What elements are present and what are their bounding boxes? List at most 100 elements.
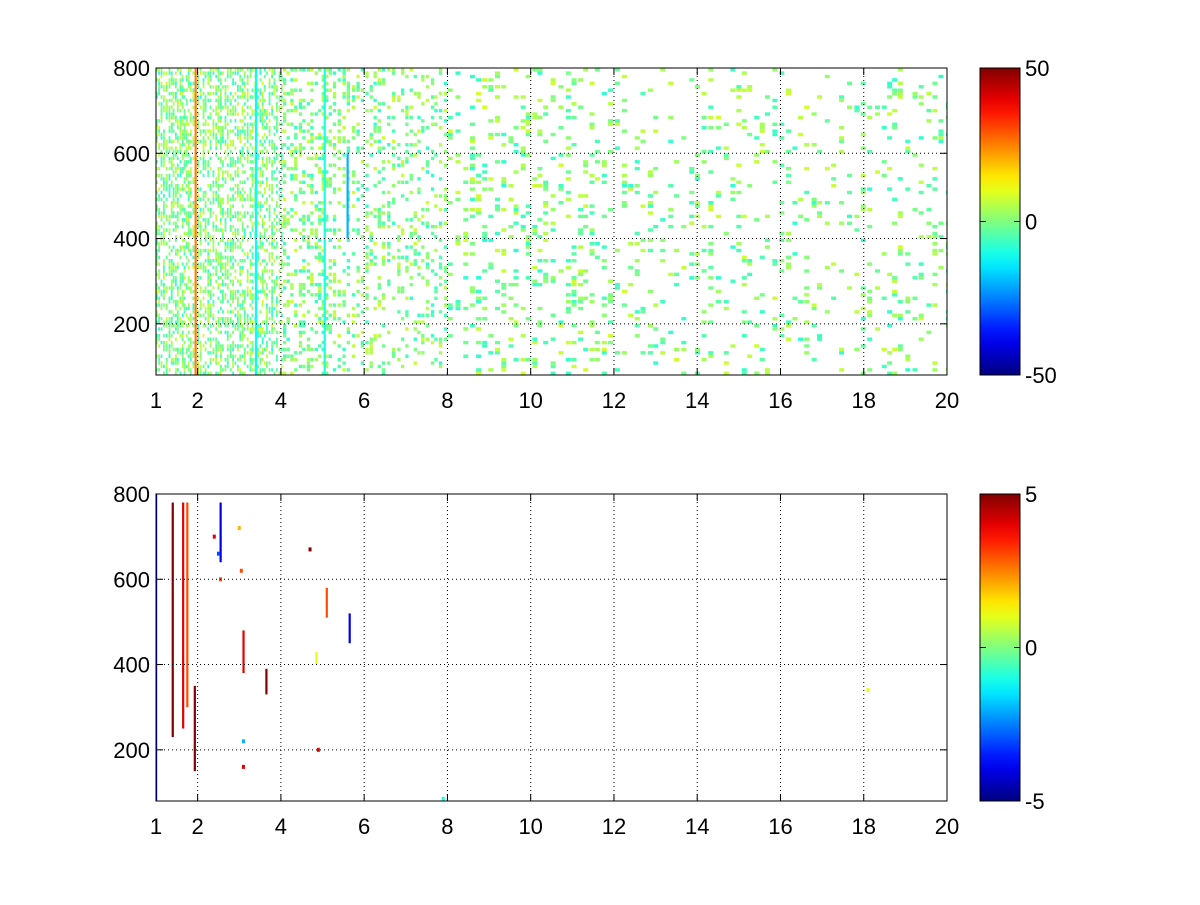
heatmap-cell (192, 204, 195, 208)
heatmap-cell (346, 81, 350, 86)
heatmap-cell (425, 170, 430, 174)
heatmap-cell (215, 68, 218, 72)
heatmap-cell (482, 344, 488, 348)
heatmap-cell (239, 68, 242, 72)
heatmap-cell (187, 245, 190, 249)
heatmap-cell (189, 248, 192, 253)
heatmap-cell (275, 255, 278, 260)
heatmap-cell (172, 323, 175, 328)
heatmap-cell (520, 153, 526, 157)
heatmap-cell (425, 146, 430, 150)
heatmap-cell (302, 218, 306, 222)
heatmap-cell (346, 259, 350, 263)
x-tick-label: 14 (685, 814, 709, 839)
heatmap-cell (373, 306, 377, 311)
heatmap-cell (525, 204, 531, 208)
heatmap-cell (332, 276, 337, 280)
heatmap-cell (332, 310, 337, 314)
heatmap-cell (525, 252, 531, 256)
heatmap-cell (282, 357, 287, 362)
heatmap-cell (207, 313, 210, 318)
heatmap-cell (189, 139, 192, 144)
heatmap-cell (241, 95, 244, 99)
heatmap-cell (162, 132, 165, 137)
heatmap-cell (708, 248, 714, 253)
heatmap-cell (263, 201, 266, 205)
heatmap-cell (608, 334, 614, 338)
heatmap-cell (257, 371, 259, 375)
heatmap-cell (513, 248, 519, 253)
heatmap-cell (172, 122, 175, 126)
heatmap-cell (232, 204, 234, 208)
heatmap-cell (409, 282, 413, 287)
heatmap-cell (174, 323, 177, 328)
heatmap-cell (234, 269, 237, 273)
heatmap-cell (875, 105, 881, 109)
heatmap-cell (356, 146, 360, 150)
heatmap-cell (400, 180, 405, 184)
heatmap-cell (525, 357, 531, 362)
heatmap-cell (170, 279, 173, 283)
heatmap-cell (275, 340, 278, 345)
heatmap-cell (501, 361, 507, 365)
heatmap-cell (839, 136, 845, 140)
heatmap-cell (249, 368, 252, 372)
heatmap-cell (681, 347, 687, 352)
heatmap-streak (193, 685, 196, 772)
heatmap-cell (207, 299, 210, 304)
heatmap-cell (229, 354, 232, 358)
heatmap-cell (558, 85, 564, 89)
heatmap-cell (160, 231, 163, 236)
heatmap-cell (215, 354, 218, 358)
heatmap-cell (494, 119, 500, 123)
heatmap-cell (525, 115, 531, 120)
heatmap-cell (243, 122, 246, 126)
heatmap-cell (430, 187, 435, 191)
heatmap-cell (192, 143, 195, 147)
heatmap-cell (199, 91, 202, 96)
heatmap-cell (226, 129, 229, 133)
heatmap-cell (160, 279, 163, 283)
heatmap-cell (387, 105, 391, 109)
heatmap-cell (224, 262, 227, 266)
heatmap-cell (246, 177, 249, 181)
heatmap-cell (550, 228, 556, 232)
heatmap-cell (185, 241, 188, 246)
heatmap-cell (508, 139, 514, 144)
heatmap-cell (443, 81, 448, 86)
heatmap-cell (282, 180, 287, 184)
heatmap-cell (381, 190, 386, 195)
heatmap-cell (226, 344, 229, 348)
heatmap-cell (207, 235, 210, 239)
heatmap-cell (271, 241, 274, 246)
heatmap-cell (831, 262, 837, 266)
heatmap-cell (212, 129, 215, 133)
heatmap-cell (189, 337, 192, 341)
heatmap-cell (162, 262, 165, 266)
heatmap-cell (209, 313, 212, 318)
heatmap-cell (608, 299, 614, 304)
heatmap-cell (537, 320, 543, 324)
heatmap-cell (360, 361, 365, 365)
heatmap-cell (294, 323, 298, 328)
heatmap-cell (723, 122, 729, 126)
heatmap-cell (207, 129, 210, 133)
heatmap-cell (321, 269, 325, 273)
heatmap-cell (156, 190, 158, 195)
x-tick-label: 12 (602, 814, 626, 839)
heatmap-cell (438, 194, 443, 198)
heatmap-cell (165, 323, 168, 328)
heatmap-cell (212, 259, 215, 263)
heatmap-cell (183, 132, 186, 137)
heatmap-cell (232, 296, 234, 300)
heatmap-cell (537, 218, 543, 222)
heatmap-cell (212, 197, 215, 202)
heatmap-cell (259, 334, 262, 338)
heatmap-cell (282, 248, 287, 253)
heatmap-cell (786, 337, 792, 341)
heatmap-cell (397, 238, 401, 242)
heatmap-cell (302, 228, 306, 232)
heatmap-cell (381, 204, 386, 208)
heatmap-cell (537, 259, 543, 263)
heatmap-cell (257, 190, 259, 195)
